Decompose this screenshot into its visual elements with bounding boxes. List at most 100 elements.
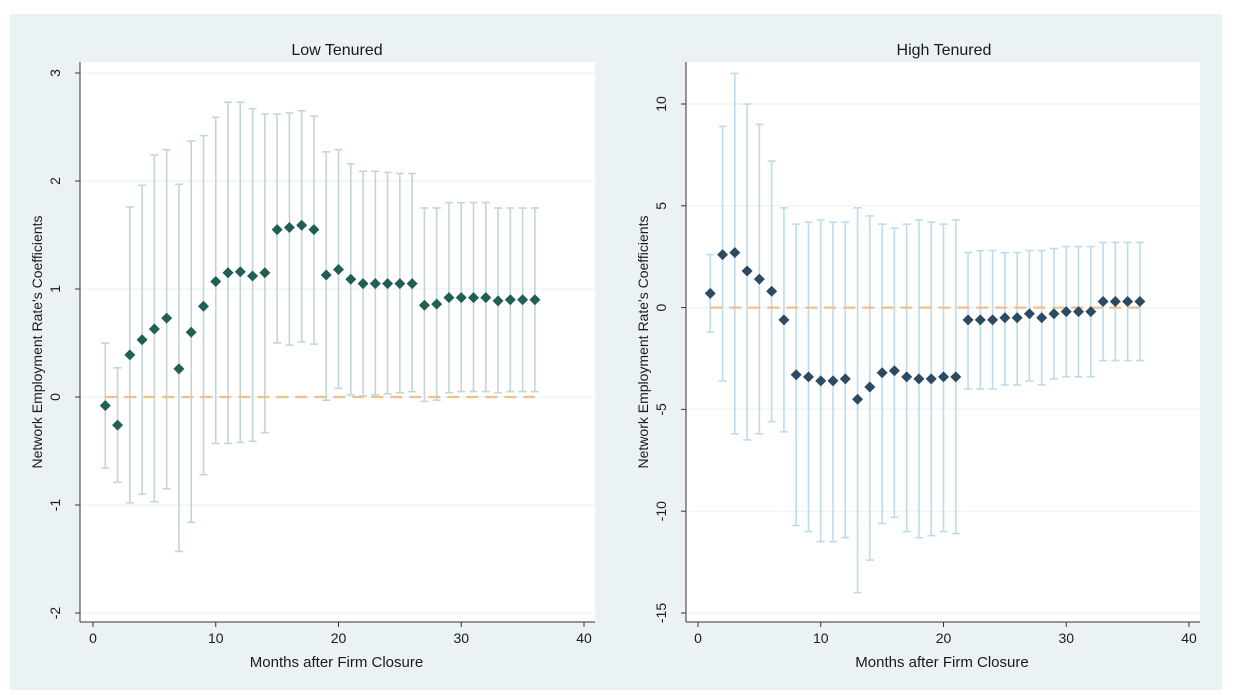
coefficient-point [357, 278, 369, 290]
coefficient-point [1036, 312, 1048, 324]
chart-title: Low Tenured [291, 42, 382, 59]
x-tick-label: 10 [208, 630, 224, 646]
x-tick-label: 40 [1181, 630, 1197, 646]
coefficient-point [1048, 308, 1060, 320]
coefficient-point [741, 265, 753, 277]
coefficient-point [173, 363, 185, 375]
coefficient-point [443, 292, 455, 304]
coefficient-point [431, 298, 443, 310]
x-axis-label: Months after Firm Closure [855, 654, 1028, 671]
coefficient-point [1097, 295, 1109, 307]
coefficient-point [99, 400, 111, 412]
x-tick-label: 40 [576, 630, 592, 646]
coefficient-point [210, 275, 222, 287]
coefficient-point [925, 373, 937, 385]
coefficient-point [418, 299, 430, 311]
coefficient-point [185, 326, 197, 338]
coefficient-point [999, 312, 1011, 324]
coefficient-point [468, 292, 480, 304]
coefficient-point [283, 221, 295, 233]
x-tick-label: 0 [694, 630, 702, 646]
coefficient-point [197, 300, 209, 312]
plot-area [80, 62, 595, 622]
x-tick-label: 20 [331, 630, 347, 646]
y-tick-label: 1 [47, 285, 63, 293]
coefficient-point [1122, 295, 1134, 307]
coefficient-point [864, 381, 876, 393]
coefficient-point [296, 219, 308, 231]
y-axis-label: Network Employment Rate's Coefficients [635, 216, 651, 469]
coefficient-point [717, 249, 729, 261]
coefficient-point [753, 273, 765, 285]
coefficient-point [369, 278, 381, 290]
coefficient-point [704, 287, 716, 299]
coefficient-point [1023, 308, 1035, 320]
x-tick-label: 30 [1058, 630, 1074, 646]
coefficient-point [938, 371, 949, 383]
coefficient-point [455, 292, 467, 304]
coefficient-point [778, 314, 790, 326]
coefficient-point [148, 323, 160, 335]
coefficient-point [480, 292, 492, 304]
x-tick-label: 30 [453, 630, 469, 646]
coefficient-point [320, 269, 332, 281]
coefficient-point [802, 371, 814, 383]
chart-panel-2: -15 -10 -5 0 5 10 0 10 20 30 40 High Tenured Months … [635, 42, 1200, 671]
y-tick-label: -1 [47, 499, 63, 512]
coefficient-point [406, 278, 418, 290]
coefficient-point [852, 393, 864, 405]
coefficient-point [529, 294, 541, 306]
y-tick-label: -10 [653, 501, 669, 521]
y-tick-label: 3 [47, 69, 63, 77]
coefficient-point [913, 373, 925, 385]
y-tick-label: 0 [653, 303, 669, 311]
coefficient-point [790, 369, 802, 381]
coefficient-point [234, 266, 246, 278]
y-axis-label: Network Employment Rate's Coefficients [29, 216, 45, 469]
coefficient-point [987, 314, 999, 326]
coefficient-point [517, 294, 529, 306]
coefficient-point [333, 264, 344, 276]
coefficient-point [901, 371, 913, 383]
y-tick-label: -15 [653, 603, 669, 623]
coefficient-point [1109, 295, 1121, 307]
chart-title: High Tenured [897, 42, 992, 59]
y-tick-label: 5 [653, 202, 669, 210]
coefficient-point [222, 267, 234, 279]
coefficient-point [161, 312, 173, 324]
coefficient-point [950, 371, 962, 383]
coefficient-point [888, 365, 900, 377]
coefficient-point [974, 314, 986, 326]
coefficient-point [136, 334, 148, 346]
coefficient-point [962, 314, 974, 326]
x-tick-label: 0 [89, 630, 97, 646]
coefficient-point [766, 285, 778, 297]
coefficient-point [247, 270, 259, 282]
coefficient-point [729, 247, 741, 259]
y-tick-label: 10 [653, 96, 669, 112]
coefficient-point [492, 295, 504, 307]
coefficient-point [345, 273, 357, 285]
coefficient-point [1011, 312, 1023, 324]
coefficient-point [124, 349, 136, 361]
coefficient-point [112, 419, 124, 431]
coefficient-point [1060, 306, 1072, 318]
coefficient-point [1085, 306, 1097, 318]
coefficient-point [308, 224, 320, 236]
coefficient-point [1134, 295, 1146, 307]
y-tick-label: -5 [653, 403, 669, 416]
coefficient-point [259, 267, 271, 279]
coefficient-point [382, 278, 394, 290]
y-tick-label: -2 [47, 607, 63, 620]
x-tick-label: 10 [813, 630, 829, 646]
x-axis-label: Months after Firm Closure [250, 654, 423, 671]
coefficient-point [504, 294, 516, 306]
y-tick-label: 2 [47, 177, 63, 185]
coefficient-point [815, 375, 827, 387]
coefficient-point [827, 375, 839, 387]
coefficient-point [394, 278, 406, 290]
coefficient-point [839, 373, 851, 385]
y-tick-label: 0 [47, 393, 63, 401]
x-tick-label: 20 [936, 630, 952, 646]
